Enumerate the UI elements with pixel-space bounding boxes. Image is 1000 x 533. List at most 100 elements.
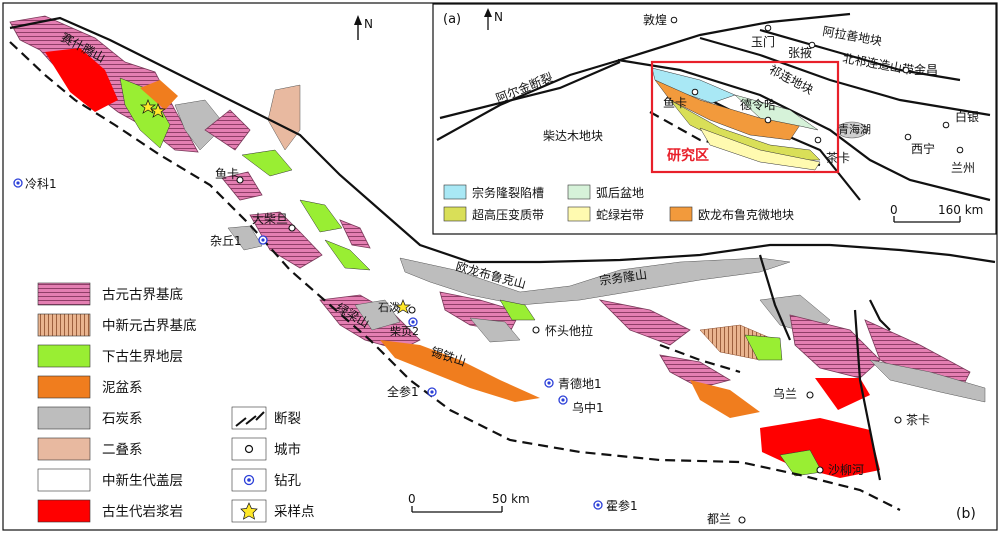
city-label-yuka: 鱼卡 [215,167,239,181]
inset-scale-zero: 0 [890,203,898,217]
unit-proterozoic-yuka [221,171,263,201]
fault-east-north [829,243,996,264]
legend-label-paleozoic-magmatic: 古生代岩浆岩 [102,504,183,520]
inset-label-qaidam: 柴达木地块 [543,129,603,143]
unit-lowerpaleozoic-central [499,299,536,321]
legend-swatch-devonian [37,375,91,399]
inset-legend-uhp: 超高压变质带 [472,207,544,222]
inset-fault-5 [759,28,961,82]
geology-units [9,15,986,478]
symbol-legend: 断裂 城市 钻孔 采样点 [231,406,315,523]
panel-label-b: (b) [956,506,976,522]
unit-devonian-east [690,380,760,418]
inset-legend-swatch-backarc [567,184,591,200]
drill-hole-zaqiu1: 杂丘1 [210,234,268,248]
inset-city-chaka: 茶卡 [826,150,850,165]
legend-label-lower-paleozoic: 下古生界地层 [102,349,183,365]
svg-text:冷科1: 冷科1 [25,177,57,191]
unit-magmatic-wulan [815,378,870,410]
inset-city-delingha: 德令哈 [740,97,776,112]
fault-ne [869,299,891,331]
fault-legend-icon [235,411,265,427]
fault-south [9,41,901,511]
legend-swatch-paleozoic-magmatic [37,499,91,523]
legend-swatch-permian [37,437,91,461]
inset-map: (a) N 研究区 阿尔金断裂 柴达木地块 祁连地块 阿拉善地块 北祁连造山带 … [432,3,997,235]
inset-city-lanzhou: 兰州 [951,161,975,175]
scale-bar-main: 0 50 km [408,492,530,513]
legend-label-meso-neo-proterozoic: 中新元古界基底 [102,317,197,334]
inset-fault-3 [617,58,991,202]
city-label-shaliuhe: 沙柳河 [828,463,864,477]
inset-city-yumen: 玉门 [751,34,775,49]
main-faults [9,16,996,511]
inset-legend-backarc: 弧后盆地 [596,186,644,200]
city-label-shishi: 石泼 [378,301,400,314]
legend-label-meso-cenozoic: 中新生代盖层 [102,473,183,489]
fault-chaka [853,309,882,481]
unit-lowerpaleozoic-dachaidan [299,199,343,233]
inset-ophiolite-belt [699,127,821,171]
inset-legend-olongbuluk: 欧龙布鲁克微地块 [698,208,794,222]
symbol-label-drill: 钻孔 [274,473,301,489]
inset-study-area-box [650,60,840,174]
inset-legend-swatch-uhp [443,206,467,222]
inset-olongbuluk-belt [654,79,801,141]
unit-lowerpaleozoic-nw2 [241,149,293,177]
svg-text:N: N [364,17,373,31]
city-marker-chaka [894,416,902,424]
legend-swatch-carboniferous [37,406,91,430]
sample-star-3 [394,299,412,314]
unit-lowerpaleozoic-east [744,334,783,361]
svg-text:杂丘1: 杂丘1 [210,234,242,248]
unit-proterozoic-nw2 [204,109,251,151]
unit-carboniferous-olongbuluk [469,317,521,343]
svg-text:N: N [494,10,503,24]
panel-label-a: (a) [443,12,461,27]
unit-carboniferous-nw [174,99,226,151]
sample-points [139,99,412,314]
city-label-wulan: 乌兰 [773,386,797,401]
unit-carboniferous-zongwulong [399,257,791,306]
unit-proterozoic-east1 [598,299,691,346]
city-marker-dachaidan [288,224,296,232]
legend-swatch-paleo-meso-proterozoic [37,282,91,306]
unit-proterozoic-east2 [659,354,732,389]
city-legend-icon [244,444,254,454]
drill-hole-lengke1: 冷科1 [13,177,57,191]
city-marker-huaitoutala [532,326,540,334]
inset-legend-swatch-zongwulong [443,184,467,200]
symbol-label-fault: 断裂 [274,411,301,427]
legend-label-permian: 二叠系 [102,442,143,458]
unit-permian-nw [267,84,301,151]
drill-hole-markers: 冷科1 杂丘1 柴页2 全参1 青德地1 乌中1 霍参1 [13,177,638,513]
drill-hole-qingdedi1: 青德地1 [544,376,602,391]
legend-label-carboniferous: 石炭系 [102,411,143,427]
inset-fault-4 [699,36,991,117]
fault-wulan [758,254,792,341]
symbol-label-sample: 采样点 [274,504,315,520]
inset-backarc-belt [734,94,819,131]
city-marker-shishi [408,306,416,314]
legend-label-paleo-meso-proterozoic: 古元古界基底 [102,286,183,303]
city-label-chaka: 茶卡 [906,412,930,427]
city-marker-dulan [738,516,746,524]
unit-carboniferous-central [354,299,401,331]
symbol-label-city: 城市 [274,441,301,458]
inset-city-xining: 西宁 [911,141,935,156]
sample-star-2 [149,103,167,118]
unit-devonian-nw [140,80,178,110]
legend-swatch-meso-neo-proterozoic [37,313,91,337]
drill-hole-huocan1: 霍参1 [593,498,638,513]
city-label-dachaidan: 大柴旦 [252,212,288,226]
unit-carboniferous-dachaidan [227,225,263,251]
unit-magmatic-nw [45,48,118,112]
unit-proterozoic-3 [339,219,371,249]
inset-scale-end: 160 km [938,203,983,217]
inset-study-area-label: 研究区 [667,147,709,164]
inset-legend-zongwulong: 宗务隆裂陷槽 [472,185,544,200]
unit-carboniferous-chaka [869,359,986,403]
svg-text:青德地1: 青德地1 [558,376,602,391]
inset-city-yuka: 鱼卡 [663,96,687,110]
